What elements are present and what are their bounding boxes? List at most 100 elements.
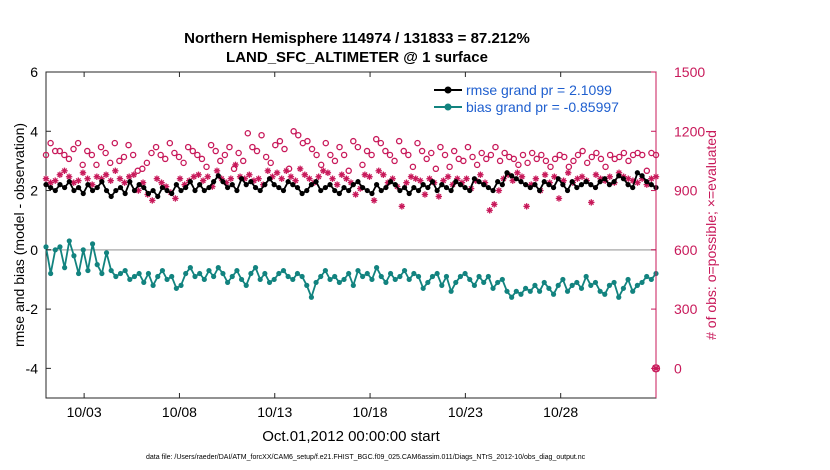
possible-obs-point (74, 139, 82, 147)
bias-point (178, 282, 184, 288)
possible-obs-point (483, 155, 490, 163)
possible-obs-point (487, 151, 495, 159)
rmse-point (648, 182, 654, 188)
possible-obs-point (574, 151, 582, 159)
y-axis-label-left: rmse and bias (model - observation) (11, 123, 27, 347)
possible-obs-point (70, 145, 77, 153)
possible-obs-point (519, 151, 527, 159)
possible-obs-point (625, 157, 632, 165)
legend-rmse-marker (444, 86, 452, 94)
evaluated-obs-point (176, 175, 184, 182)
rmse-point (313, 179, 319, 185)
possible-obs-point (253, 147, 261, 155)
bias-point (103, 250, 110, 256)
rmse-point (238, 176, 245, 182)
possible-obs-point (148, 149, 155, 157)
possible-obs-point (42, 151, 50, 159)
x-tick-label: 10/18 (353, 404, 388, 420)
evaluated-obs-point (121, 179, 128, 186)
bias-point (457, 273, 464, 280)
bias-point (62, 265, 68, 271)
evaluated-obs-point (107, 177, 114, 184)
bias-point (346, 270, 352, 277)
evaluated-obs-point (329, 175, 336, 182)
rmse-point (644, 179, 650, 185)
bias-point (43, 244, 49, 250)
bias-point (252, 265, 259, 271)
possible-obs-point (143, 159, 151, 167)
rmse-point (57, 182, 63, 188)
evaluated-obs-point (315, 173, 322, 180)
x-tick-label: 10/03 (67, 404, 102, 420)
possible-obs-point (84, 147, 91, 155)
possible-obs-point (116, 157, 123, 165)
possible-obs-point (203, 163, 210, 171)
possible-obs-point (88, 151, 96, 159)
evaluated-obs-point (42, 175, 50, 182)
bias-point (490, 285, 496, 291)
rmse-point (211, 179, 217, 185)
bias-point (620, 285, 627, 291)
y-tick-label-right: 300 (674, 301, 698, 317)
evaluated-obs-point (227, 175, 235, 182)
possible-obs-point (583, 159, 591, 167)
possible-obs-point (249, 143, 256, 151)
possible-obs-point (501, 149, 508, 157)
evaluated-obs-point (301, 171, 308, 178)
possible-obs-point (363, 147, 371, 155)
bias-point (155, 273, 161, 280)
possible-obs-point (524, 159, 531, 167)
rmse-point (89, 187, 96, 194)
rmse-point (173, 182, 179, 188)
possible-obs-point (492, 143, 499, 151)
rmse-point (630, 184, 636, 191)
rmse-point (108, 193, 114, 200)
evaluated-obs-point (149, 197, 156, 204)
rmse-point (448, 187, 454, 194)
possible-obs-point (405, 151, 412, 159)
bias-point (80, 247, 86, 253)
bias-point (513, 288, 519, 294)
bias-point (285, 273, 291, 280)
bias-point (294, 270, 301, 277)
evaluated-obs-point (380, 171, 387, 178)
rmse-point (234, 187, 240, 194)
evaluated-obs-point (578, 173, 586, 180)
evaluated-obs-point (606, 173, 613, 180)
bias-point (141, 279, 147, 286)
rmse-point (578, 182, 585, 188)
evaluated-obs-point (564, 169, 572, 176)
evaluated-obs-point (65, 173, 73, 180)
rmse-point (639, 173, 645, 179)
bias-point (369, 276, 375, 283)
possible-obs-point (262, 153, 270, 161)
evaluated-obs-point (518, 173, 526, 180)
rmse-point (103, 187, 110, 194)
rmse-point (164, 187, 170, 194)
bias-point (564, 288, 571, 294)
possible-obs-point (561, 153, 568, 161)
bias-point (136, 270, 142, 277)
rmse-point (471, 176, 477, 182)
possible-obs-point (437, 143, 444, 151)
bias-point (257, 276, 263, 283)
rmse-point (248, 179, 254, 185)
bias-point (122, 267, 128, 274)
bias-point (397, 273, 403, 280)
possible-obs-point (102, 149, 109, 157)
rmse-point (453, 179, 459, 185)
bias-point (243, 282, 249, 288)
rmse-point (518, 179, 524, 185)
bias-point (327, 276, 333, 283)
possible-obs-point (327, 151, 334, 159)
bias-point (159, 267, 166, 274)
bias-point (611, 279, 617, 286)
rmse-point (401, 184, 408, 191)
rmse-point (257, 187, 263, 194)
possible-obs-point (161, 155, 169, 163)
legend-bias-marker (444, 103, 452, 111)
bias-point (52, 247, 58, 253)
possible-obs-point (56, 147, 64, 155)
rmse-point (262, 182, 268, 188)
bias-point (411, 270, 417, 277)
